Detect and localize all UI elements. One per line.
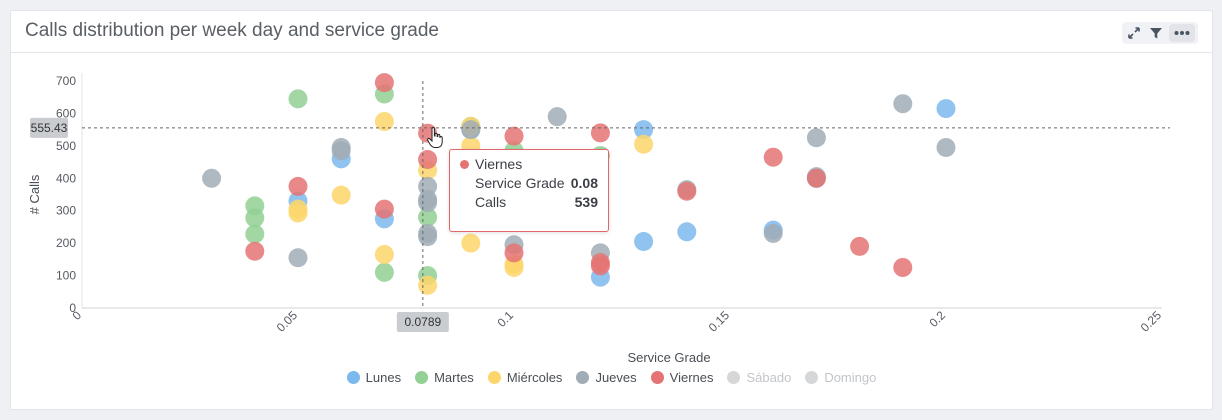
data-point-lunes xyxy=(634,120,654,140)
data-point-martes xyxy=(245,224,265,244)
x-tick-label: 0.05 xyxy=(274,308,301,335)
ellipsis-icon[interactable] xyxy=(1169,24,1195,42)
scatter-chart: 0 100 200 300 400 500 600 700 0 0.05 0.1 0.15 0.2 0.2… xyxy=(27,73,1170,365)
tooltip-label-service-grade: Service Grade xyxy=(475,175,565,191)
data-point-mircoles xyxy=(634,134,654,154)
data-point-viernes xyxy=(677,181,697,201)
legend-swatch xyxy=(805,371,819,384)
data-point-jueves xyxy=(893,94,913,114)
legend-swatch xyxy=(650,371,664,384)
crosshair-x-label-box xyxy=(396,312,449,332)
data-point-jueves xyxy=(418,227,438,247)
x-axis-title: Service Grade xyxy=(627,350,710,365)
chart-card: Calls distribution per week day and serv… xyxy=(10,10,1213,410)
expand-arrows-icon[interactable] xyxy=(1125,24,1143,42)
y-axis-title: # Calls xyxy=(27,174,42,214)
data-point-viernes xyxy=(374,73,394,93)
data-point-viernes xyxy=(245,241,265,261)
data-point-jueves xyxy=(418,193,438,213)
data-point-jueves xyxy=(288,248,308,268)
y-tick-label: 100 xyxy=(56,269,76,283)
tooltip-value-service-grade: 0.08 xyxy=(570,175,598,191)
data-point-martes xyxy=(288,89,308,109)
data-point-martes xyxy=(245,208,265,228)
legend-label: Viernes xyxy=(669,370,714,385)
legend-item-mircoles[interactable]: Miércoles xyxy=(487,370,563,385)
chart-legend: Lunes Martes Miércoles Jueves Viernes Sábado D… xyxy=(11,370,1212,385)
legend-swatch xyxy=(576,371,590,384)
x-tick-label: 0.25 xyxy=(1138,308,1165,335)
data-point-viernes xyxy=(590,256,610,276)
data-point-jueves xyxy=(763,223,783,243)
data-point-viernes xyxy=(893,257,913,277)
y-tick-label: 200 xyxy=(56,236,76,250)
data-point-mircoles xyxy=(288,203,308,223)
data-point-jueves xyxy=(331,141,351,161)
data-point-mircoles xyxy=(418,275,438,295)
chart-title: Calls distribution per week day and serv… xyxy=(25,20,439,41)
x-tick-label: 0.15 xyxy=(706,308,733,335)
data-point-viernes xyxy=(418,149,438,169)
legend-label: Lunes xyxy=(365,370,402,385)
data-point-jueves xyxy=(547,107,567,127)
hand-cursor-icon xyxy=(427,127,443,148)
y-tick-label: 300 xyxy=(56,204,76,218)
data-point-mircoles xyxy=(374,112,394,132)
data-point-jueves xyxy=(806,128,826,148)
data-point-viernes xyxy=(288,176,308,196)
tooltip-value-calls: 539 xyxy=(574,194,598,210)
data-point-mircoles xyxy=(374,244,394,264)
data-point-lunes xyxy=(677,222,697,242)
y-tick-label: 0 xyxy=(69,301,76,315)
legend-item-jueves[interactable]: Jueves xyxy=(576,370,637,385)
data-point-viernes xyxy=(763,147,783,167)
filter-icon[interactable] xyxy=(1147,24,1165,42)
legend-label: Martes xyxy=(434,370,474,385)
crosshair-x-label: 0.0789 xyxy=(404,315,441,329)
data-point-viernes xyxy=(590,123,610,143)
x-tick-label: 0.2 xyxy=(926,308,948,330)
tooltip-label-calls: Calls xyxy=(475,194,507,210)
data-point-jueves xyxy=(202,168,222,188)
crosshair-y-label-box xyxy=(30,117,68,138)
data-point-martes xyxy=(374,262,394,282)
legend-label: Domingo xyxy=(824,370,877,385)
data-point-viernes xyxy=(806,168,826,188)
data-point-viernes xyxy=(374,199,394,219)
crosshair-y-label: 555.43 xyxy=(31,121,68,135)
y-tick-label: 500 xyxy=(56,139,76,153)
chart-tooltip: Viernes Service Grade 0.08 Calls 539 xyxy=(449,149,609,232)
data-point-mircoles xyxy=(461,233,481,253)
legend-swatch xyxy=(487,371,501,384)
data-point-viernes xyxy=(850,236,870,256)
data-point-mircoles xyxy=(504,257,524,277)
card-header: Calls distribution per week day and serv… xyxy=(11,11,1212,53)
x-tick-label: 0.1 xyxy=(494,308,516,330)
data-point-lunes xyxy=(936,99,956,119)
legend-item-viernes[interactable]: Viernes xyxy=(650,370,714,385)
legend-label: Jueves xyxy=(595,370,637,385)
data-point-lunes xyxy=(634,232,654,252)
legend-swatch xyxy=(727,371,741,384)
y-tick-label: 600 xyxy=(56,106,76,120)
y-tick-label: 700 xyxy=(56,74,76,88)
legend-item-domingo[interactable]: Domingo xyxy=(805,370,876,385)
y-tick-label: 400 xyxy=(56,171,76,185)
legend-swatch xyxy=(415,371,429,384)
tooltip-series-dot xyxy=(460,159,469,169)
data-point-mircoles xyxy=(331,185,351,205)
legend-swatch xyxy=(346,371,360,384)
data-point-viernes xyxy=(504,126,524,146)
chart-toolbar xyxy=(1122,22,1198,44)
legend-item-martes[interactable]: Martes xyxy=(415,370,474,385)
legend-label: Sábado xyxy=(746,370,792,385)
legend-label: Miércoles xyxy=(506,370,563,385)
x-tick-label: 0 xyxy=(69,308,84,323)
data-point-jueves xyxy=(936,137,956,157)
tooltip-series-name: Viernes xyxy=(475,156,523,172)
data-point-viernes xyxy=(504,243,524,263)
data-point-jueves xyxy=(461,120,481,140)
legend-item-sbado[interactable]: Sábado xyxy=(727,370,791,385)
legend-item-lunes[interactable]: Lunes xyxy=(346,370,402,385)
